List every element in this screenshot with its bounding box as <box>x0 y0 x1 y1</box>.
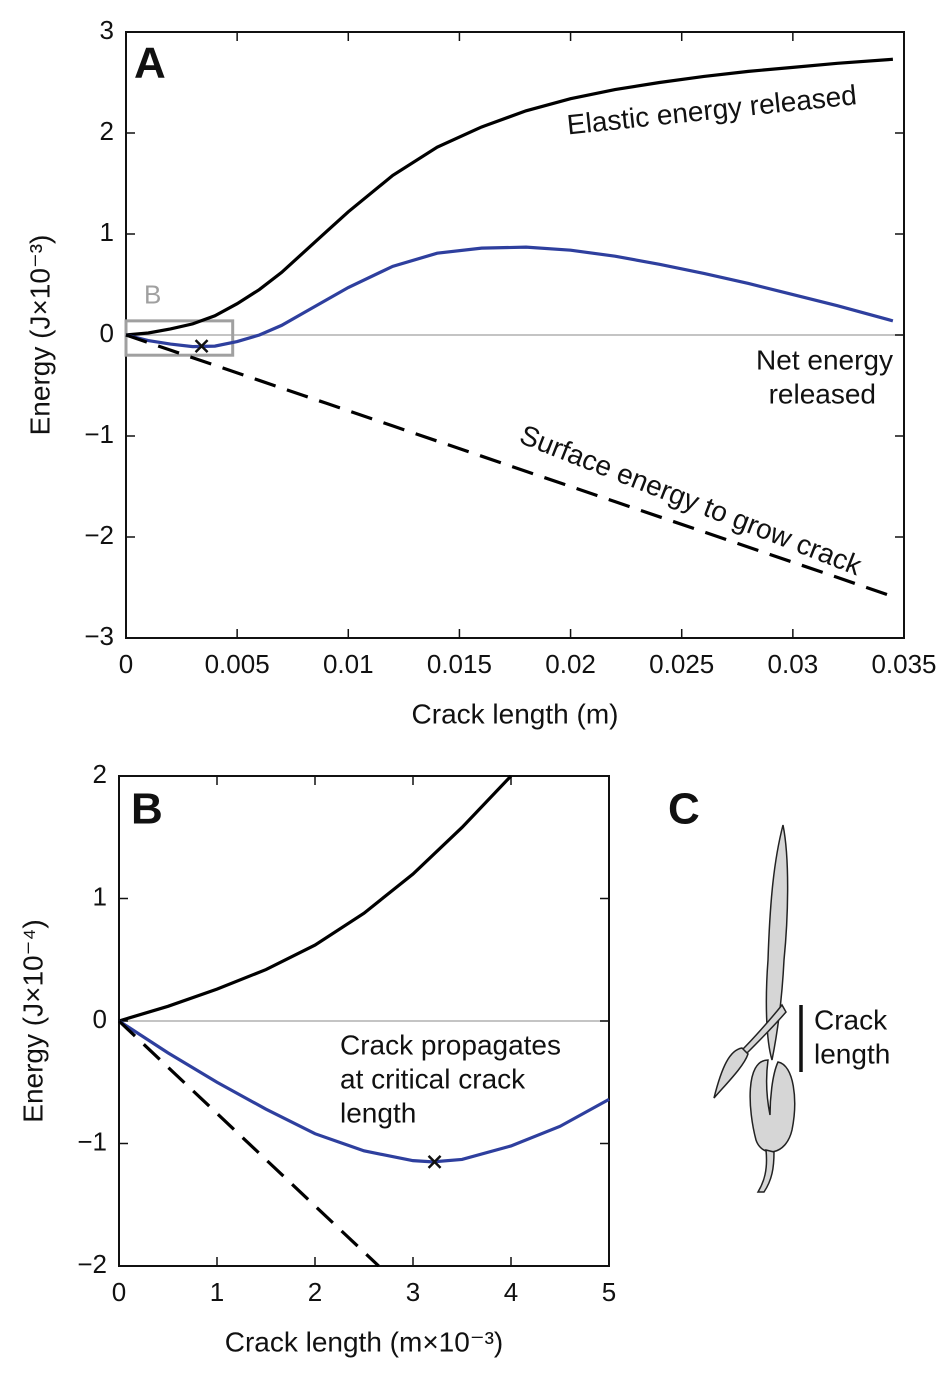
annotation: at critical crack <box>340 1063 526 1094</box>
x-tick-label: 0 <box>119 649 133 679</box>
y-tick-label: 1 <box>100 217 114 247</box>
y-tick-label: 0 <box>100 318 114 348</box>
stem <box>756 1149 775 1193</box>
x-axis-label: Crack length (m) <box>412 698 619 729</box>
y-tick-label: −2 <box>84 520 114 550</box>
y-axis-label: Energy (J×10⁻⁴) <box>17 919 48 1122</box>
x-tick-label: 0.02 <box>545 649 596 679</box>
series-line <box>117 1019 380 1268</box>
series-line <box>125 333 894 599</box>
x-tick-label: 4 <box>504 1277 518 1307</box>
y-tick-label: 2 <box>100 116 114 146</box>
leaf <box>765 824 789 1061</box>
zoom-box <box>124 319 235 357</box>
x-tick-label: 0.01 <box>323 649 374 679</box>
x-tick-label: 0 <box>112 1277 126 1307</box>
panel-label: C <box>668 785 700 834</box>
bulb <box>749 1059 796 1153</box>
series-line <box>118 774 513 1023</box>
panel-label: A <box>134 39 166 88</box>
y-tick-label: −1 <box>84 419 114 449</box>
x-tick-label: 1 <box>210 1277 224 1307</box>
x-tick-label: 3 <box>406 1277 420 1307</box>
annotation: Crack propagates <box>340 1029 561 1060</box>
zoom-box-label: B <box>144 280 161 310</box>
x-tick-label: 0.03 <box>768 649 819 679</box>
critical-point <box>194 339 209 353</box>
series-label: released <box>769 378 876 409</box>
y-axis-label: Energy (J×10⁻³) <box>24 235 55 436</box>
x-tick-label: 0.005 <box>205 649 270 679</box>
series-line <box>118 1019 610 1164</box>
y-tick-label: 3 <box>100 15 114 45</box>
panel-c-drawing <box>713 824 796 1193</box>
y-tick-label: −2 <box>77 1249 107 1279</box>
x-tick-label: 5 <box>602 1277 616 1307</box>
annotation: length <box>340 1097 416 1128</box>
y-tick-label: −1 <box>77 1126 107 1156</box>
y-tick-label: 1 <box>93 881 107 911</box>
critical-point <box>427 1154 442 1169</box>
x-tick-label: 0.015 <box>427 649 492 679</box>
series-line <box>125 245 894 349</box>
x-tick-label: 0.035 <box>871 649 936 679</box>
annotation: Crack <box>814 1004 888 1035</box>
y-tick-label: 0 <box>93 1004 107 1034</box>
x-tick-label: 0.025 <box>649 649 714 679</box>
annotation: length <box>814 1038 890 1069</box>
x-axis-label: Crack length (m×10⁻³) <box>225 1326 504 1357</box>
seed-pod <box>713 1047 749 1099</box>
y-tick-label: 2 <box>93 759 107 789</box>
y-tick-label: −3 <box>84 621 114 651</box>
series-line <box>125 57 894 337</box>
series-label: Net energy <box>756 344 893 375</box>
panel-label: B <box>131 785 163 834</box>
x-tick-label: 2 <box>308 1277 322 1307</box>
